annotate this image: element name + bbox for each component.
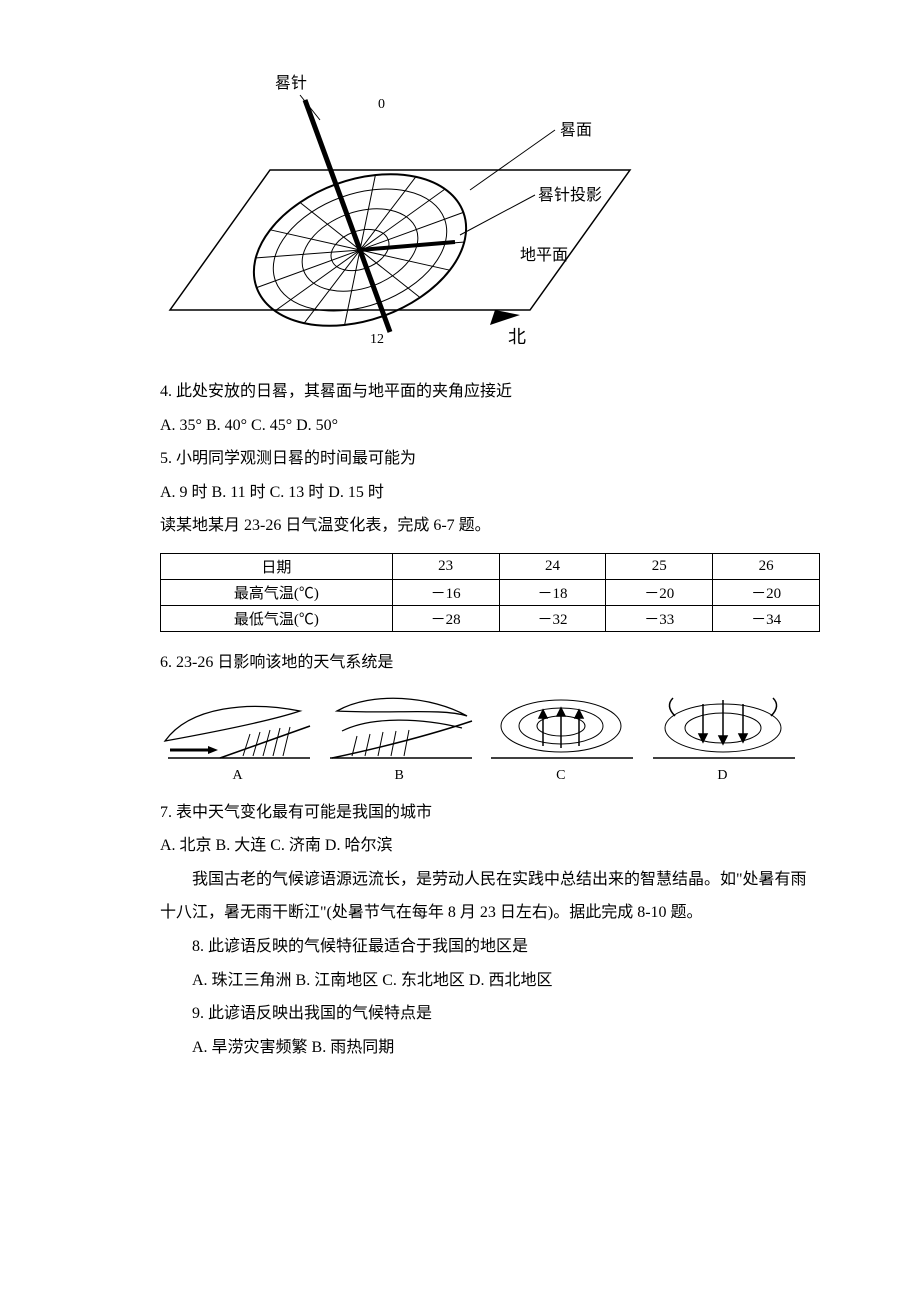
temperature-table: 日期 23 24 25 26 最高气温(℃) －16 －18 －20 －20 最… — [160, 553, 820, 632]
q4-stem: 4. 此处安放的日晷，其晷面与地平面的夹角应接近 — [160, 375, 820, 409]
q6-panel-d: D — [645, 686, 800, 784]
q6-stem: 6. 23-26 日影响该地的天气系统是 — [160, 646, 820, 680]
q5-stem: 5. 小明同学观测日晷的时间最可能为 — [160, 442, 820, 476]
q7-stem: 7. 表中天气变化最有可能是我国的城市 — [160, 796, 820, 830]
table-cell: －16 — [392, 579, 499, 605]
table-cell: －32 — [499, 605, 606, 631]
q7-options: A. 北京 B. 大连 C. 济南 D. 哈尔滨 — [160, 829, 820, 863]
label-bottomnum: 12 — [370, 332, 384, 347]
q9-options: A. 旱涝灾害频繁 B. 雨热同期 — [160, 1031, 820, 1065]
q4-options: A. 35° B. 40° C. 45° D. 50° — [160, 409, 820, 443]
lead-8-10: 我国古老的气候谚语源远流长，是劳动人民在实践中总结出来的智慧结晶。如"处暑有雨十… — [160, 863, 820, 930]
q6-panel-b: B — [322, 686, 477, 784]
table-cell: 26 — [713, 553, 820, 579]
label-topnum: 0 — [378, 97, 385, 112]
table-cell: －18 — [499, 579, 606, 605]
table-cell: －20 — [606, 579, 713, 605]
label-face: 晷面 — [560, 121, 592, 139]
label-needle: 晷针 — [275, 74, 307, 92]
q6-label-a: A — [232, 768, 242, 784]
q6-label-c: C — [556, 768, 565, 784]
label-horizon: 地平面 — [520, 246, 568, 264]
label-north: 北 — [508, 327, 526, 347]
q5-options: A. 9 时 B. 11 时 C. 13 时 D. 15 时 — [160, 476, 820, 510]
table-cell: －28 — [392, 605, 499, 631]
table-row: 日期 23 24 25 26 — [161, 553, 820, 579]
table-cell: 23 — [392, 553, 499, 579]
q6-panel-c: C — [483, 686, 638, 784]
table-row: 最高气温(℃) －16 －18 －20 －20 — [161, 579, 820, 605]
table-row-label-high: 最高气温(℃) — [161, 579, 393, 605]
figure-sundial: 晷针 0 晷面 晷针投影 地平面 北 12 — [160, 60, 820, 355]
table-cell: －33 — [606, 605, 713, 631]
q9-stem: 9. 此谚语反映出我国的气候特点是 — [160, 997, 820, 1031]
q6-panel-a: A — [160, 686, 315, 784]
label-shadow: 晷针投影 — [538, 186, 602, 204]
q8-stem: 8. 此谚语反映的气候特征最适合于我国的地区是 — [160, 930, 820, 964]
table-row: 最低气温(℃) －28 －32 －33 －34 — [161, 605, 820, 631]
table-cell: －20 — [713, 579, 820, 605]
sundial-svg: 晷针 0 晷面 晷针投影 地平面 北 12 — [160, 60, 650, 350]
table-header-date: 日期 — [161, 553, 393, 579]
q6-label-b: B — [394, 768, 403, 784]
table-row-label-low: 最低气温(℃) — [161, 605, 393, 631]
table-cell: 25 — [606, 553, 713, 579]
lead-6-7: 读某地某月 23-26 日气温变化表，完成 6-7 题。 — [160, 509, 820, 543]
table-cell: 24 — [499, 553, 606, 579]
table-cell: －34 — [713, 605, 820, 631]
q8-options: A. 珠江三角洲 B. 江南地区 C. 东北地区 D. 西北地区 — [160, 964, 820, 998]
q6-label-d: D — [717, 768, 727, 784]
exam-page: 晷针 0 晷面 晷针投影 地平面 北 12 4. 此处安放的日晷，其晷面与地平面… — [0, 0, 920, 1124]
q6-figure-row: A B — [160, 686, 800, 784]
